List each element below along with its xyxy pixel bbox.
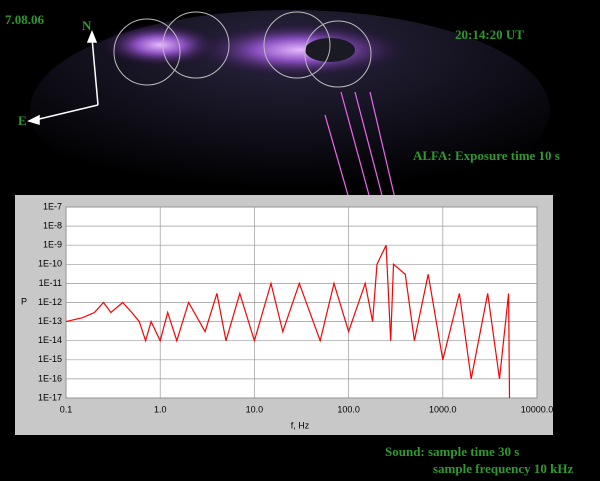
aurora xyxy=(190,22,410,78)
y-tick-label: 1E-15 xyxy=(38,354,62,364)
time: 20:14:20 UT xyxy=(455,27,524,42)
y-tick-label: 1E-9 xyxy=(43,240,62,250)
y-tick-label: 1E-7 xyxy=(43,201,62,211)
sound-time: Sound: sample time 30 s xyxy=(385,444,519,459)
x-axis-label: f, Hz xyxy=(291,420,310,430)
north-label: N xyxy=(82,18,92,33)
y-tick-label: 1E-10 xyxy=(38,259,62,269)
x-tick-label: 0.1 xyxy=(60,404,73,414)
y-tick-label: 1E-13 xyxy=(38,316,62,326)
compass xyxy=(26,29,99,126)
y-tick-label: 1E-16 xyxy=(38,373,62,383)
y-tick-label: 1E-8 xyxy=(43,220,62,230)
x-tick-label: 100.0 xyxy=(337,404,360,414)
sound-frequency: sample frequency 10 kHz xyxy=(433,461,573,476)
east-label: E xyxy=(18,113,27,128)
aurora xyxy=(100,23,220,67)
spectrum-line xyxy=(65,244,511,399)
x-tick-label: 1.0 xyxy=(154,404,167,414)
x-tick-label: 10000.0 xyxy=(521,404,554,414)
y-tick-label: 1E-11 xyxy=(39,278,62,288)
circles xyxy=(113,11,372,88)
y-tick-label: 1E-12 xyxy=(38,297,62,307)
y-tick-label: 1E-17 xyxy=(38,392,62,402)
y-axis-label: P xyxy=(21,296,27,306)
date: 7.08.06 xyxy=(5,12,45,27)
y-tick-label: 1E-14 xyxy=(38,335,62,345)
x-tick-label: 10.0 xyxy=(246,404,264,414)
exposure: ALFA: Exposure time 10 s xyxy=(413,148,560,163)
x-tick-label: 1000.0 xyxy=(429,404,457,414)
